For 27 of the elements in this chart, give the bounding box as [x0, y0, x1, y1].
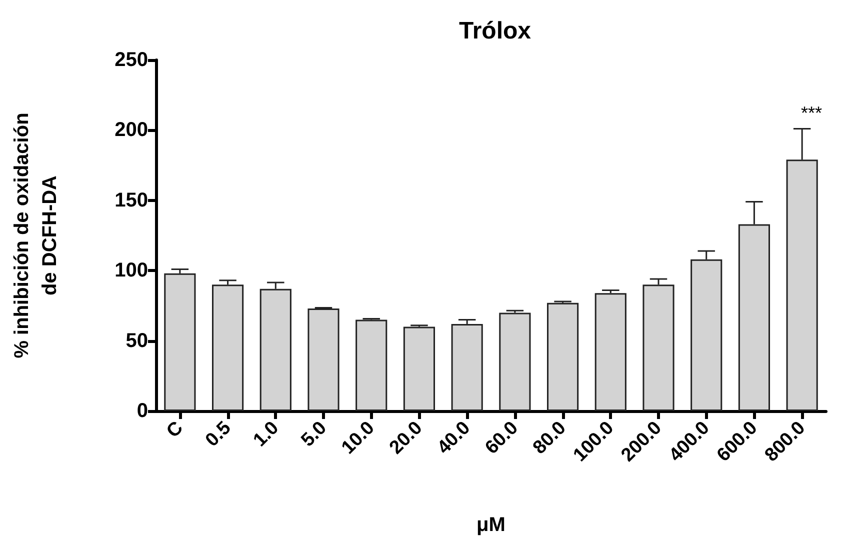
x-tick-label: 5.0 [297, 418, 331, 452]
x-tick-label: 0.5 [202, 417, 236, 452]
y-tick-label: 200 [114, 119, 148, 142]
y-tick-label: 150 [114, 189, 148, 212]
x-tick-label: 80.0 [529, 418, 570, 459]
bar [356, 320, 388, 411]
y-tick-label: 0 [136, 400, 148, 422]
y-tick-label: 250 [114, 49, 148, 71]
bar [308, 308, 340, 411]
x-tick-label: 10.0 [338, 418, 379, 459]
annotation: *** [800, 103, 822, 123]
bar [451, 324, 483, 411]
x-tick-label: 60.0 [481, 418, 522, 459]
bar [499, 312, 531, 411]
bar [212, 284, 244, 411]
bar [403, 326, 436, 411]
bar [594, 293, 626, 411]
x-tick-label: 1.0 [250, 418, 284, 452]
x-tick-label: 40.0 [434, 418, 474, 459]
bar [164, 273, 196, 411]
chart-title: Trólox [458, 18, 532, 44]
x-axis-title: μM [476, 514, 506, 536]
y-tick-label: 50 [126, 330, 148, 352]
bar [546, 302, 579, 411]
y-tick-label: 100 [114, 260, 148, 282]
y-axis-title: % inhibición de oxidación de DCFH-DA [11, 112, 61, 358]
x-tick-label: C [162, 417, 188, 442]
